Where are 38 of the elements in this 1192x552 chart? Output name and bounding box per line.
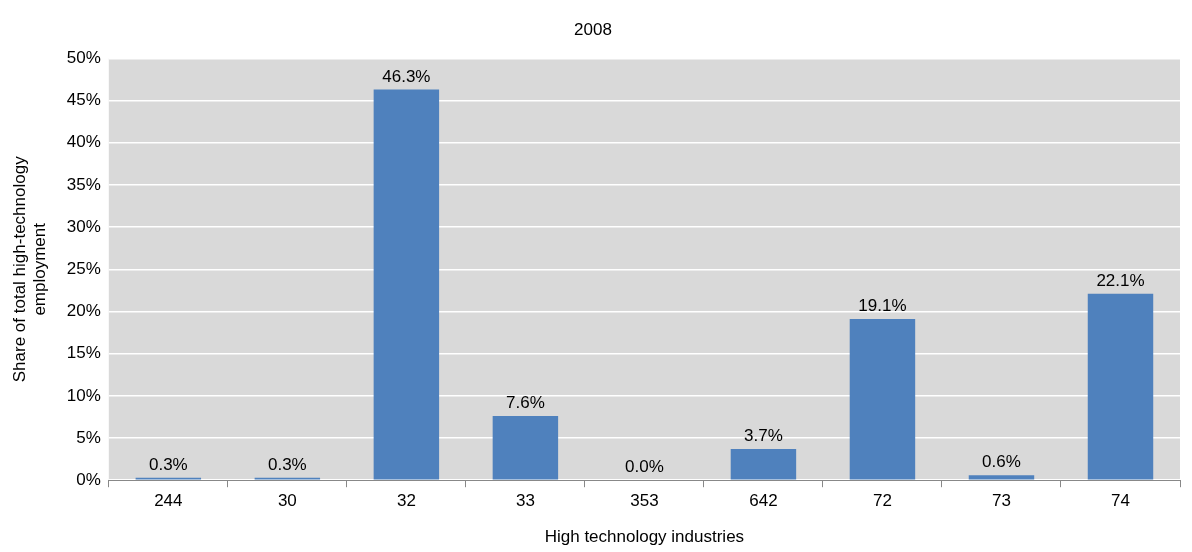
bar xyxy=(492,416,559,480)
y-axis-title: Share of total high-technology employment xyxy=(9,155,50,383)
data-label: 0.3% xyxy=(267,454,307,474)
bar xyxy=(373,89,440,480)
data-label: 0.0% xyxy=(625,457,664,477)
y-tick-label: 25% xyxy=(66,258,101,278)
chart-title: 2008 xyxy=(574,19,612,39)
data-label: 0.3% xyxy=(148,454,188,474)
bar xyxy=(1087,293,1154,480)
x-tick-label: 73 xyxy=(992,491,1011,511)
bar xyxy=(849,319,916,480)
bar xyxy=(730,448,797,480)
x-tick-label: 30 xyxy=(277,491,297,511)
x-tick-label: 72 xyxy=(872,491,892,511)
y-tick-label: 15% xyxy=(66,343,101,363)
y-tick-label: 40% xyxy=(66,132,101,152)
data-label: 0.6% xyxy=(982,452,1021,472)
y-tick-label: 0% xyxy=(76,469,101,489)
y-tick-label: 45% xyxy=(66,90,101,110)
y-tick-label: 35% xyxy=(66,174,101,194)
x-tick-label: 642 xyxy=(749,491,778,511)
x-tick-label: 244 xyxy=(154,491,183,511)
data-label: 46.3% xyxy=(382,66,431,86)
data-label: 7.6% xyxy=(506,393,545,413)
y-tick-label: 10% xyxy=(66,385,101,405)
x-tick-label: 353 xyxy=(630,491,659,511)
y-tick-label: 20% xyxy=(66,301,101,321)
data-label: 19.1% xyxy=(858,296,907,316)
x-axis-title: High technology industries xyxy=(544,527,745,547)
y-tick-label: 50% xyxy=(66,48,101,68)
y-tick-label: 30% xyxy=(66,216,101,236)
x-tick-label: 74 xyxy=(1111,491,1130,511)
data-label: 22.1% xyxy=(1096,270,1145,290)
bar xyxy=(968,475,1035,480)
x-tick-label: 32 xyxy=(396,491,416,511)
y-tick-label: 5% xyxy=(76,427,101,447)
data-label: 3.7% xyxy=(744,426,783,446)
x-tick-label: 33 xyxy=(515,491,535,511)
